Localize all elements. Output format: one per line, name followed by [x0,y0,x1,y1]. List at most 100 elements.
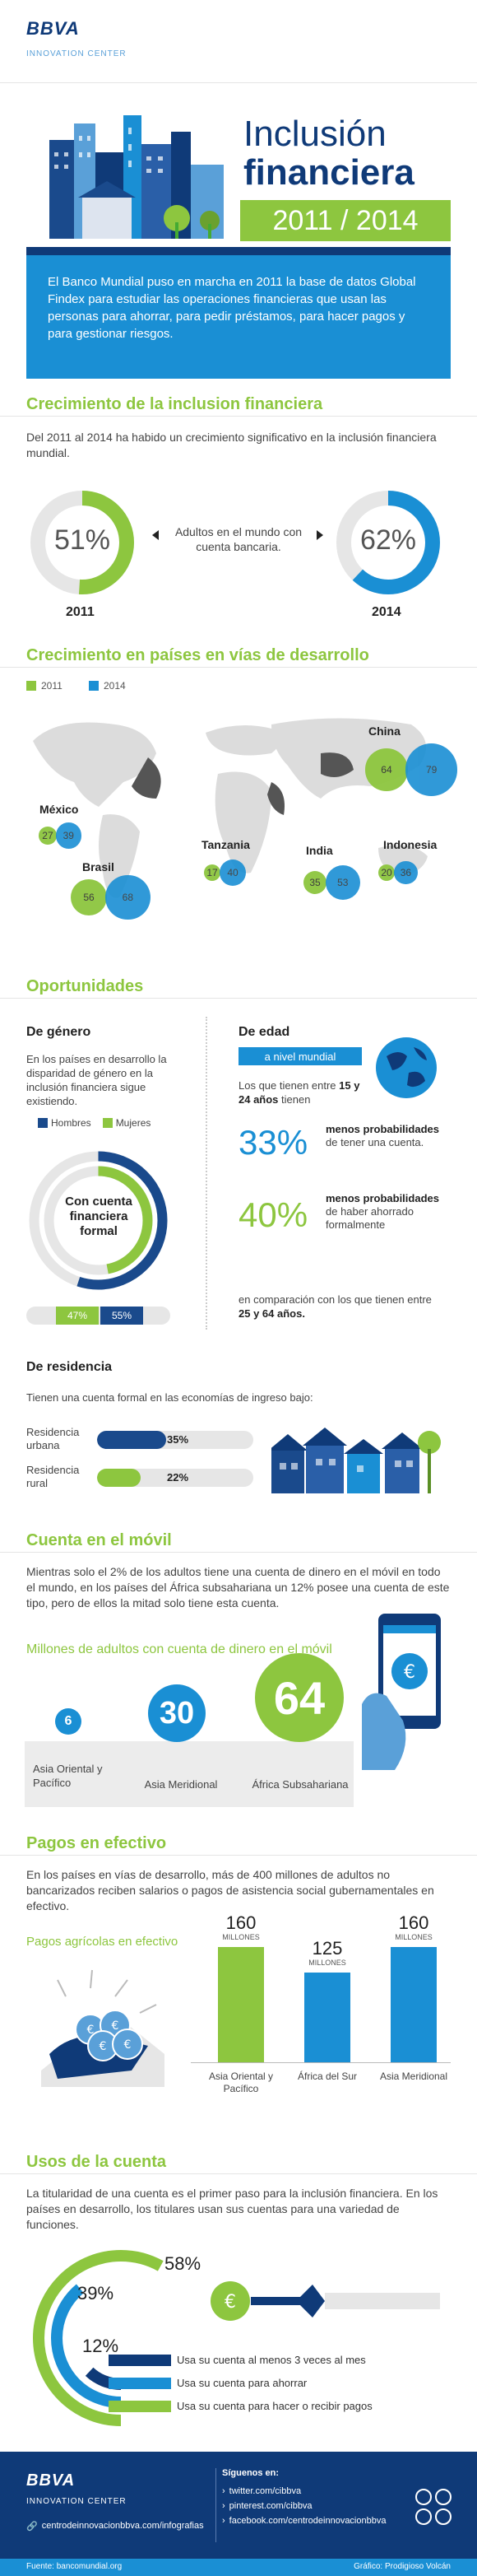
age-outro-a: en comparación con los que tienen entre [238,1293,432,1306]
divider [0,82,477,83]
cash-title: Pagos en efectivo [26,1834,167,1852]
nc-icon [415,2508,432,2525]
world-map [25,708,452,930]
region-bubble-2011: 27 [39,827,57,845]
footer-vertical-divider [215,2468,216,2542]
legend-women-label: Mujeres [115,1117,151,1129]
rural-bar-fill [97,1469,141,1487]
year-2011: 2011 [66,605,95,619]
footer-site[interactable]: 🔗 centrodeinnovacionbbva.com/infografias [26,2521,204,2532]
usage-bar [109,2378,171,2389]
cash-bar-unit: MILLONES [395,1933,433,1941]
cash-bar-label: Asia Meridional [379,2071,448,2082]
cash-bar [218,1947,264,2062]
cash-bar-value: 125 [312,1937,343,1959]
region-label: Indonesia [383,838,438,851]
footer-bottom-bar: Fuente: bancomundial.org Gráfico: Prodig… [0,2559,477,2576]
legend-2011: 2011 [26,680,63,692]
age-outro: en comparación con los que tienen entre … [238,1293,444,1321]
mobile-value-eastasia-text: 6 [64,1714,72,1728]
hero-years-badge: 2011 / 2014 [240,200,451,241]
region-label: Tanzania [201,838,250,851]
women-pct: 47% [67,1310,88,1321]
footer-link-twitter[interactable]: › twitter.com/cibbva [222,2486,301,2496]
age-intro: Los que tienen entre 15 y 24 años tienen [238,1078,370,1106]
twitter-icon: › [222,2486,225,2496]
urban-bar-track: 35% [97,1431,253,1449]
divider [0,998,477,999]
svg-text:€: € [225,2292,236,2313]
age-outro-b: 25 y 64 años. [238,1307,305,1320]
mobile-value-africa-text: 64 [273,1671,326,1724]
women-pct-box: 47% [56,1307,99,1325]
region-bubble-2014: 79 [405,743,458,796]
region-value-2011: 17 [206,867,218,878]
legend-label-2014: 2014 [104,680,126,692]
cash-bar-unit: MILLONES [308,1958,346,1967]
region-bubble-2011: 35 [303,871,326,894]
age-intro-b: 15 y 24 años [238,1079,360,1106]
footer-link-facebook-text: facebook.com/centrodeinnovacionbbva [229,2516,387,2526]
residence-title: De residencia [26,1360,113,1374]
pct-2014: 62% [359,524,417,556]
usage-pct-12: 12% [82,2336,119,2356]
usage-pct-39: 39% [77,2283,114,2303]
region-value-2011: 56 [83,891,95,903]
region-value-2011: 35 [309,877,321,888]
footer-subtitle: INNOVATION CENTER [26,2497,127,2506]
divider [0,667,477,668]
usage-bar [109,2355,171,2366]
usage-label: Usa su cuenta al menos 3 veces al mes [177,2354,366,2366]
hero-intro-box: El Banco Mundial puso en marcha en 2011 … [26,247,451,379]
region-value-2011: 20 [381,867,392,878]
cash-bar-unit: MILLONES [222,1933,260,1941]
header: BBVA INNOVATION CENTER [0,0,477,91]
footer-link-pinterest[interactable]: › pinterest.com/cibbva [222,2501,313,2511]
legend-women: Mujeres [102,1117,151,1129]
region-bubble-2014: 36 [394,860,418,885]
link-icon: 🔗 [26,2522,38,2532]
stat2-bold: menos probabilidades [326,1192,439,1204]
footer-link-pinterest-text: pinterest.com/cibbva [229,2501,313,2511]
hero-title-line1: Inclusión [243,114,387,154]
region-value-2011: 27 [42,829,53,841]
hero-years: 2011 / 2014 [272,204,419,236]
footer-link-facebook[interactable]: › facebook.com/centrodeinnovacionbbva [222,2516,386,2526]
gender-title: De género [26,1025,91,1039]
region-label: India [306,844,333,857]
bbva-logo[interactable]: BBVA [26,18,80,39]
mobile-value-eastasia: 6 [55,1708,81,1735]
usage-title: Usos de la cuenta [26,2153,167,2171]
footer-logo[interactable]: BBVA [26,2471,76,2490]
cash-bar-value: 160 [398,1912,429,1933]
svg-text:€: € [124,2038,132,2052]
region-value-2014: 68 [122,891,134,903]
houses-illustration [268,1418,444,1493]
footer-credit: Gráfico: Prodigioso Volcán [354,2562,451,2571]
urban-bar-fill [97,1431,166,1449]
mobile-label-eastasia: Asia Oriental y Pacífico [33,1763,103,1789]
region-bubble-2014: 40 [220,859,246,886]
region-label: México [39,803,79,816]
urban-label: Residencia urbana [26,1426,80,1451]
mobile-value-africa: 64 [255,1653,344,1742]
donut-2014: 62% [336,490,441,595]
legend-swatch-women [102,1118,113,1128]
stat1-desc: menos probabilidades de tener una cuenta… [326,1123,441,1149]
region-value-2014: 39 [63,829,74,841]
svg-text:€: € [404,1662,415,1683]
legend-men: Hombres [38,1117,91,1129]
column-divider [206,1017,207,1330]
legend-swatch-men [38,1118,48,1128]
legend-swatch-2014 [89,681,99,691]
follow-label: Síguenos en: [222,2468,280,2478]
cash-bar [391,1947,437,2062]
rural-label: Residencia rural [26,1464,80,1489]
cc-icon [415,2489,432,2505]
coin-hand-illustration: € [201,2264,448,2338]
men-pct-box: 55% [100,1307,143,1325]
mobile-label-southasia: Asia Meridional [144,1778,218,1791]
region-value-2014: 79 [425,763,438,776]
region-value-2014: 40 [227,867,238,878]
growth-text: Del 2011 al 2014 ha habido un crecimient… [26,431,437,459]
